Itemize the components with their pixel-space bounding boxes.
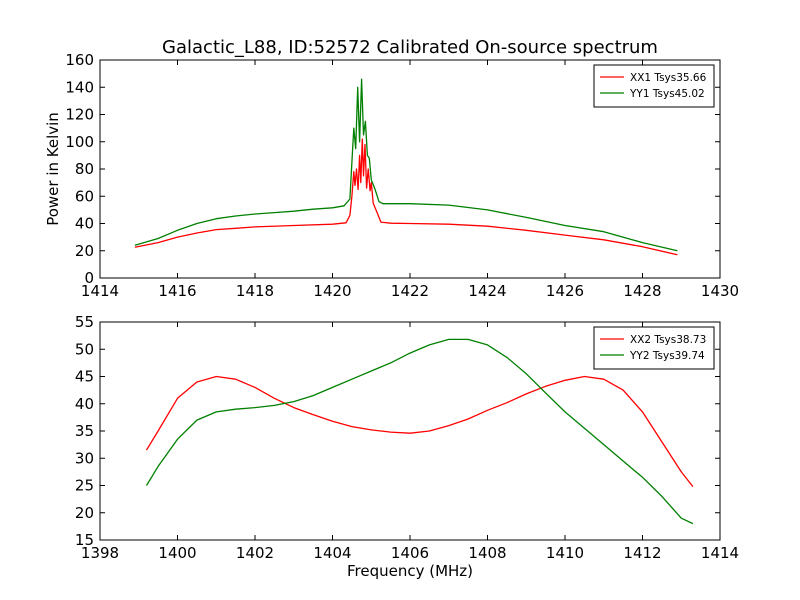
- legend-label: YY2 Tsys39.74: [629, 350, 705, 362]
- series-line-1: [145, 375, 694, 488]
- x-tick-label: 1402: [236, 544, 274, 562]
- x-tick-label: 1400: [158, 544, 196, 562]
- x-tick-label: 1428: [623, 282, 661, 300]
- y-tick-label: 100: [65, 133, 94, 151]
- x-tick-label: 1414: [81, 282, 119, 300]
- y-tick-label: 45: [75, 368, 94, 386]
- y-tick-label: 15: [75, 531, 94, 549]
- x-tick-label: 1412: [623, 544, 661, 562]
- y-tick-label: 55: [75, 313, 94, 331]
- x-tick-label: 1404: [313, 544, 351, 562]
- y-tick-label: 80: [75, 160, 94, 178]
- top-plot: 1414 1416 1418 1420 1422 1424 1426 1428 1430 0 20 4…: [65, 51, 739, 300]
- x-axis-label: Frequency (MHz): [347, 562, 473, 580]
- x-tick-label: 1398: [81, 544, 119, 562]
- chart-title: Galactic_L88, ID:52572 Calibrated On-sou…: [162, 37, 658, 58]
- bottom-plot: 1398 1400 1402 1404 1406 1408 1410 1412 1414 15 20…: [75, 313, 739, 562]
- series-line-1: [134, 138, 678, 256]
- y-tick-label: 20: [75, 242, 94, 260]
- legend-label: XX1 Tsys35.66: [630, 72, 707, 84]
- x-tick-label: 1418: [236, 282, 274, 300]
- legend-label: XX2 Tsys38.73: [630, 334, 706, 346]
- y-tick-label: 30: [75, 449, 94, 467]
- y-tick-label: 25: [75, 477, 94, 495]
- legend: XX1 Tsys35.66 YY1 Tsys45.02: [593, 64, 715, 108]
- x-tick-label: 1406: [391, 544, 429, 562]
- y-tick-label: 20: [75, 504, 94, 522]
- y-tick-label: 160: [65, 51, 94, 69]
- legend-box: [593, 326, 715, 370]
- legend: XX2 Tsys38.73 YY2 Tsys39.74: [593, 326, 715, 370]
- y-tick-label: 60: [75, 187, 94, 205]
- y-tick-label: 40: [75, 215, 94, 233]
- series-line-2: [145, 338, 694, 525]
- x-tick-label: 1414: [701, 544, 739, 562]
- y-tick-label: 140: [65, 78, 94, 96]
- y-tick-label: 0: [84, 269, 94, 287]
- x-tick-label: 1422: [391, 282, 429, 300]
- x-tick-label: 1426: [546, 282, 584, 300]
- x-tick-label: 1416: [158, 282, 196, 300]
- y-tick-label: 50: [75, 340, 94, 358]
- legend-box: [593, 64, 715, 108]
- y-tick-label: 40: [75, 395, 94, 413]
- y-tick-label: 120: [65, 106, 94, 124]
- legend-label: YY1 Tsys45.02: [629, 88, 705, 100]
- series-line-2: [134, 78, 678, 252]
- y-axis-label: Power in Kelvin: [44, 112, 62, 226]
- x-tick-label: 1410: [546, 544, 584, 562]
- x-tick-label: 1424: [468, 282, 506, 300]
- x-tick-label: 1408: [468, 544, 506, 562]
- x-tick-label: 1420: [313, 282, 351, 300]
- x-tick-label: 1430: [701, 282, 739, 300]
- y-tick-label: 35: [75, 422, 94, 440]
